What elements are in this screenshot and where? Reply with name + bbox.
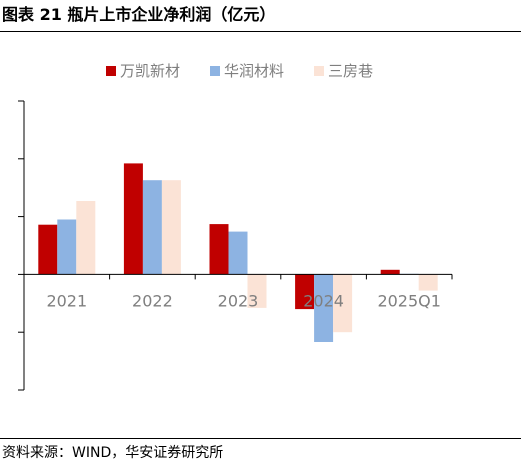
bar-1-2021 [38,224,58,275]
bar-3-2021 [76,201,96,275]
bar-2-2022 [142,180,162,275]
bar-3-2022 [161,180,181,275]
source-rule [0,438,521,439]
source-note: 资料来源：WIND，华安证券研究所 [2,445,224,461]
legend-swatch [210,66,220,76]
legend-swatch [106,66,116,76]
x-tick-label: 2024 [303,291,344,310]
net-profit-chart: 2021 2022 2023 2024 2025Q1 万凯新材 华润材料 三房巷 [18,62,453,391]
figure-title: 图表 21 瓶片上市企业净利润（亿元） [2,5,276,24]
x-tick-label: 2023 [218,291,259,310]
bar-1-2024 [295,274,315,310]
bar-2-2021 [57,219,77,275]
legend-label: 三房巷 [328,62,373,80]
bar-2-2024 [314,274,334,342]
bar-3-2023 [247,274,267,308]
bar-2-2023 [228,231,248,275]
bar-3-2024 [333,274,353,333]
legend-swatch [314,66,324,76]
bar-1-2025Q1 [380,269,400,275]
bar-3-2025Q1 [418,274,438,291]
title-rule [0,31,521,32]
x-tick-label: 2022 [132,291,173,310]
bar-1-2023 [209,224,229,275]
legend-label: 华润材料 [224,62,284,80]
bar-1-2022 [123,163,143,275]
x-tick-label: 2025Q1 [377,291,441,310]
x-tick-label: 2021 [46,291,87,310]
legend-label: 万凯新材 [120,62,180,80]
